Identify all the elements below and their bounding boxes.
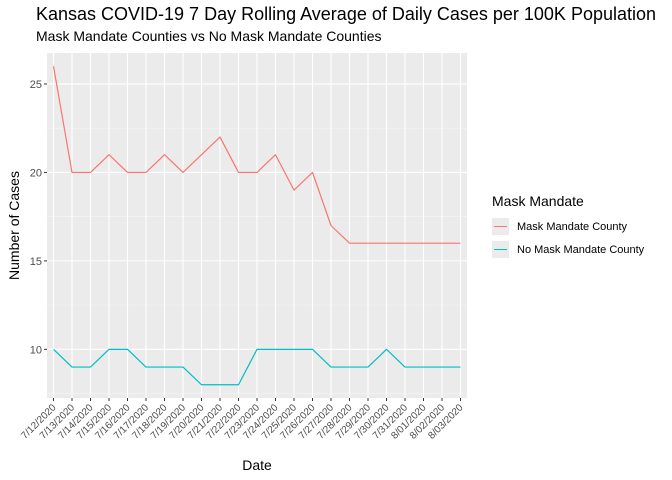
y-axis-label: Number of Cases xyxy=(6,171,22,280)
legend-key-line xyxy=(494,249,507,251)
chart-subtitle: Mask Mandate Counties vs No Mask Mandate… xyxy=(36,28,382,44)
legend-label: No Mask Mandate County xyxy=(517,243,645,256)
legend-title: Mask Mandate xyxy=(492,193,584,209)
legend-item: Mask Mandate County xyxy=(492,215,668,238)
y-tick-label: 10 xyxy=(30,344,42,356)
y-tick-label: 20 xyxy=(30,167,42,179)
x-axis-label: Date xyxy=(242,457,272,473)
y-axis: 10 15 20 25 xyxy=(30,79,47,356)
grid-major xyxy=(47,53,467,398)
legend-label: Mask Mandate County xyxy=(517,220,628,233)
y-tick-label: 15 xyxy=(30,256,42,268)
legend: Mask Mandate Mask Mandate County No Mask… xyxy=(492,193,668,261)
series-layer xyxy=(52,66,461,386)
legend-item: No Mask Mandate County xyxy=(492,238,668,261)
legend-key xyxy=(492,218,509,235)
series-line xyxy=(53,348,461,386)
y-tick-label: 25 xyxy=(30,79,42,91)
series-line xyxy=(52,66,461,244)
legend-key xyxy=(492,241,509,258)
legend-key-line xyxy=(494,226,507,228)
chart-title: Kansas COVID-19 7 Day Rolling Average of… xyxy=(36,4,657,24)
x-axis: 7/12/20207/13/20207/14/20207/15/20207/16… xyxy=(19,398,466,442)
